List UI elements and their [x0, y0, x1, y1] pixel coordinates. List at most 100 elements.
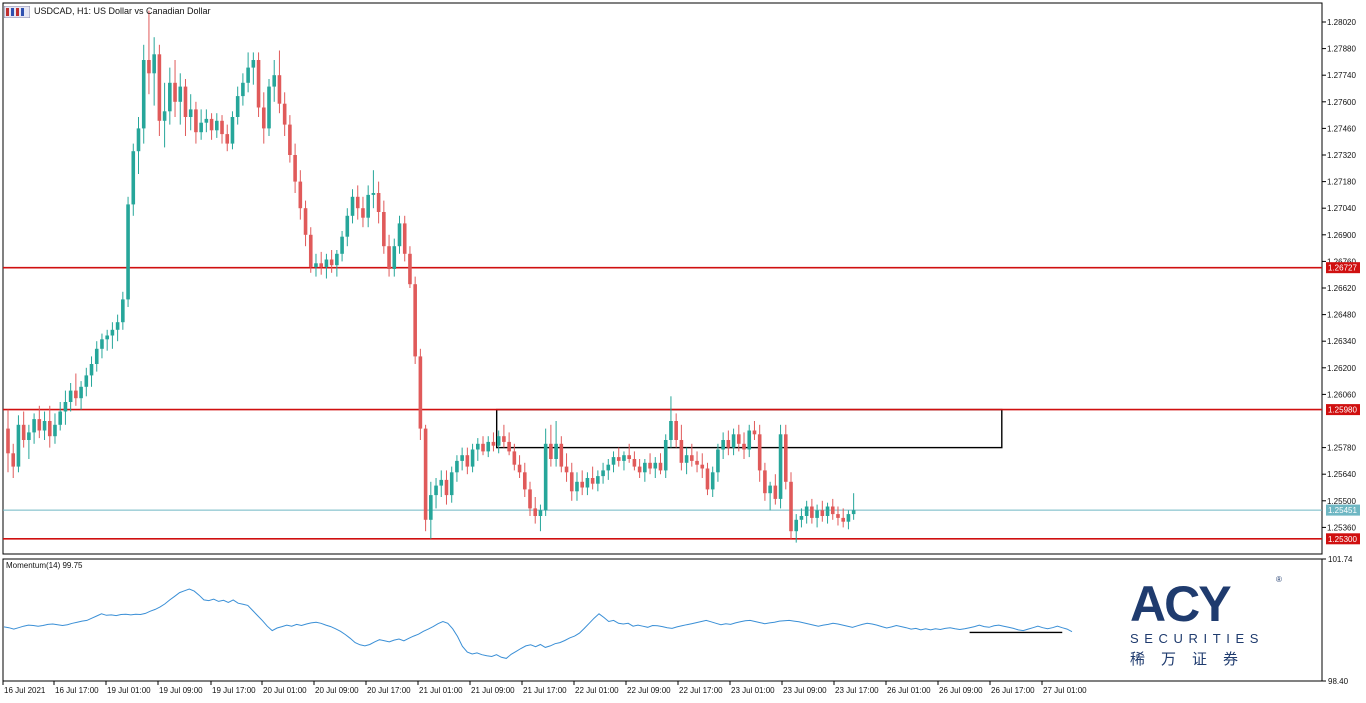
candle-body: [204, 118, 209, 123]
x-tick-label: 19 Jul 17:00: [212, 686, 256, 695]
candle-body: [846, 514, 851, 522]
candle-body: [63, 402, 68, 412]
y-tick-label: 1.27320: [1327, 151, 1356, 160]
chart-title: USDCAD, H1: US Dollar vs Canadian Dollar: [34, 6, 211, 16]
candle-body: [517, 464, 522, 473]
candle-body: [251, 60, 256, 68]
candle-body: [559, 443, 564, 467]
candle-body: [804, 506, 809, 516]
y-tick-label: 1.25360: [1327, 523, 1356, 532]
candle-body: [799, 516, 804, 520]
candle-body: [115, 322, 120, 330]
candle-body: [16, 424, 21, 467]
candle-body: [361, 208, 365, 218]
chart-title-bar: USDCAD, H1: US Dollar vs Canadian Dollar: [3, 4, 211, 19]
momentum-plot-frame: [2, 558, 1323, 682]
candle-body: [726, 440, 731, 448]
candle-body: [173, 82, 177, 102]
candle-body: [418, 356, 423, 429]
candle-body: [507, 441, 511, 452]
y-tick-label: 1.28020: [1327, 18, 1356, 27]
candle-body: [778, 434, 783, 499]
candle-body: [68, 390, 73, 402]
candle-body: [486, 441, 491, 452]
y-tick-label: 1.25640: [1327, 470, 1356, 479]
candle-body: [820, 510, 825, 516]
candle-body: [408, 253, 412, 285]
price-chart[interactable]: 1.28020 1.27880 1.27740 1.27600 1.27460 1.273…: [0, 0, 1366, 556]
candle-body: [194, 109, 198, 133]
candle-body: [643, 462, 647, 473]
x-tick-label: 27 Jul 01:00: [1043, 686, 1087, 695]
candle-body: [549, 443, 553, 459]
candle-body: [481, 443, 485, 452]
y-tick-label: 1.27740: [1327, 71, 1356, 80]
candle-body: [444, 479, 449, 496]
candle-body: [423, 428, 428, 520]
candle-body: [340, 236, 344, 254]
candle-body: [502, 436, 506, 442]
candle-body: [371, 193, 376, 195]
level-label-bg: [1326, 404, 1360, 416]
candle-body: [554, 443, 558, 459]
candle-body: [21, 424, 26, 440]
candle-body: [449, 472, 454, 496]
candle-body: [684, 455, 689, 463]
candle-body: [387, 246, 391, 269]
candle-body: [246, 67, 250, 83]
price-plot-frame: [2, 2, 1323, 555]
candle-body: [601, 470, 605, 477]
candle-body: [700, 464, 705, 469]
x-tick-label: 16 Jul 17:00: [55, 686, 99, 695]
momentum-chart[interactable]: 101.74 98.40 16 Jul 2021 16 Jul 17:00 19 Jul…: [0, 556, 1366, 703]
x-tick-label: 26 Jul 09:00: [939, 686, 983, 695]
candle-body: [575, 481, 579, 492]
level-label-bg: [1326, 504, 1360, 516]
candle-body: [522, 472, 527, 490]
y-tick-label: 1.26760: [1327, 257, 1356, 266]
candle-body: [157, 54, 162, 121]
candle-body: [376, 193, 381, 212]
y-tick-label: 1.26900: [1327, 231, 1356, 240]
candle-body: [663, 440, 668, 471]
candle-body: [596, 476, 600, 484]
logo-brand: ACY: [1130, 576, 1232, 632]
candle-body: [136, 128, 141, 152]
candle-body: [11, 453, 16, 467]
candle-body: [261, 107, 266, 129]
candle-body: [329, 259, 334, 266]
x-tick-label: 23 Jul 09:00: [783, 686, 827, 695]
candle-body: [345, 215, 350, 237]
candle-body: [465, 455, 470, 467]
candle-body: [84, 375, 89, 387]
y-tick-label: 1.27880: [1327, 45, 1356, 54]
momentum-line: [3, 588, 1073, 659]
x-tick-label: 22 Jul 09:00: [627, 686, 671, 695]
y-tick-label: 1.26620: [1327, 284, 1356, 293]
y-tick-label: 1.27040: [1327, 204, 1356, 213]
candle-body: [830, 506, 835, 515]
candle-body: [773, 485, 778, 499]
candle-body: [543, 443, 548, 511]
candle-body: [783, 434, 788, 482]
candle-body: [27, 432, 31, 440]
level-label-bg: [1326, 262, 1360, 274]
candle-body: [616, 457, 621, 461]
candle-body: [350, 196, 355, 216]
candle-body: [303, 208, 308, 235]
candle-body: [162, 111, 167, 121]
candle-body: [710, 472, 715, 490]
candle-body: [658, 462, 663, 471]
candle-body: [752, 430, 757, 435]
candle-body: [277, 75, 282, 104]
candle-body: [324, 259, 329, 268]
symbol-flag-icon: [3, 5, 31, 19]
candle-body: [455, 460, 459, 473]
candle-body: [622, 455, 626, 461]
logo-securities: SECURITIES: [1130, 631, 1265, 646]
candle-body: [152, 54, 156, 74]
candle-body: [533, 508, 538, 516]
candle-body: [470, 449, 475, 467]
candle-body: [669, 421, 673, 440]
